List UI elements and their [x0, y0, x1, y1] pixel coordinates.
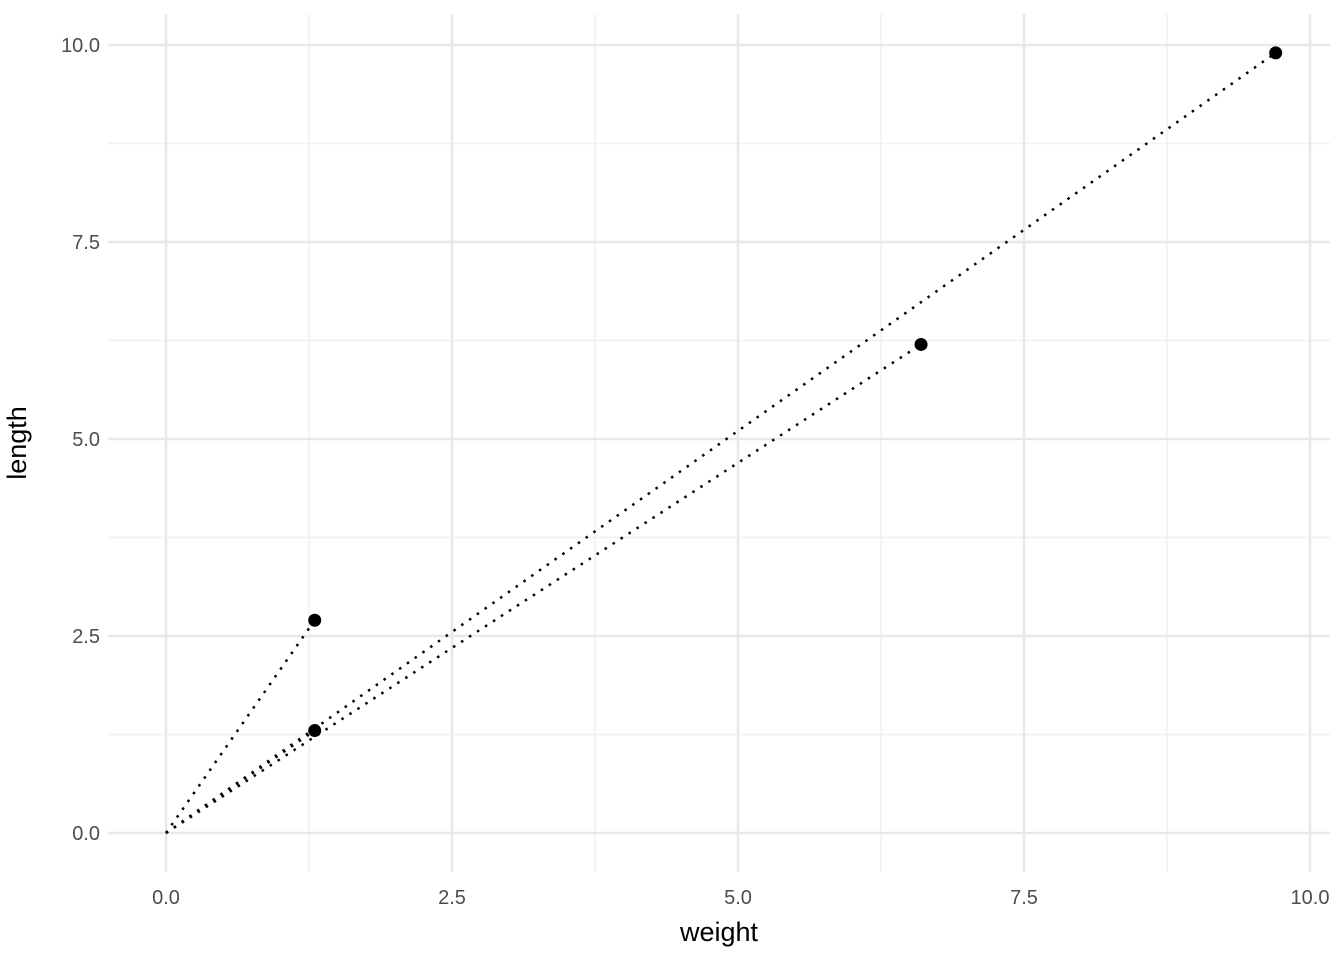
x-tick-label: 7.5	[1010, 887, 1038, 909]
major-gridlines	[108, 14, 1330, 872]
x-tick-label: 10.0	[1291, 887, 1330, 909]
y-tick-label: 7.5	[72, 232, 100, 254]
x-tick-label: 2.5	[438, 887, 466, 909]
x-axis-tick-labels: 0.0 2.5 5.0 7.5 10.0	[152, 887, 1329, 909]
x-axis-title: weight	[679, 917, 759, 947]
y-tick-label: 10.0	[61, 35, 100, 57]
y-tick-label: 0.0	[72, 823, 100, 845]
dotted-segment	[165, 51, 1277, 835]
dotted-segment	[164, 619, 316, 834]
dotted-segment	[165, 343, 922, 835]
data-point	[914, 337, 928, 351]
data-point	[308, 724, 322, 738]
x-tick-label: 0.0	[152, 887, 180, 909]
dotted-segment	[165, 729, 316, 835]
y-tick-label: 2.5	[72, 626, 100, 648]
data-point	[1269, 46, 1283, 60]
x-tick-label: 5.0	[724, 887, 752, 909]
data-points	[308, 46, 1283, 738]
y-tick-label: 5.0	[72, 429, 100, 451]
y-axis-tick-labels: 0.0 2.5 5.0 7.5 10.0	[61, 35, 100, 845]
data-point	[308, 613, 322, 627]
origin-segments	[164, 51, 1277, 835]
y-axis-title: length	[2, 406, 32, 480]
